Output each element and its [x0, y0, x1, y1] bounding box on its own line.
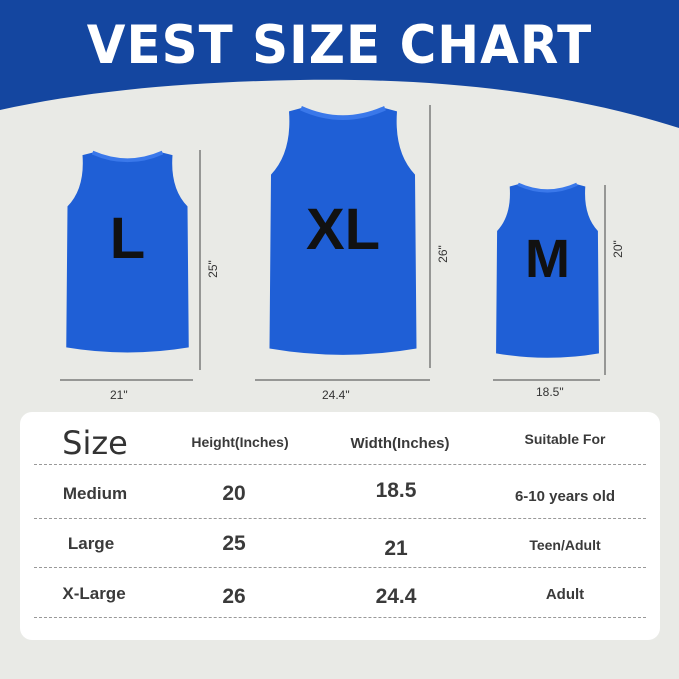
- row-large-size: Large: [67, 534, 115, 553]
- header-width: Width(Inches): [350, 435, 450, 452]
- row-xlarge-width: 24.4: [375, 585, 417, 608]
- header-size: Size: [62, 424, 128, 462]
- vest-xlarge-letter: XL: [305, 197, 381, 262]
- header-banner: [0, 0, 679, 128]
- row-xlarge-height: 26: [222, 585, 246, 608]
- header-suitable: Suitable For: [524, 431, 606, 447]
- row-medium-height: 20: [222, 482, 246, 505]
- large-height-label: 25": [206, 260, 220, 278]
- dimension-lines: [60, 105, 606, 381]
- header-height: Height(Inches): [191, 434, 289, 450]
- medium-height-label: 20": [611, 240, 625, 258]
- row-large-suitable: Teen/Adult: [529, 537, 601, 553]
- row-large-width: 21: [384, 537, 408, 560]
- row-xlarge-size: X-Large: [62, 584, 126, 603]
- vest-medium-letter: M: [525, 229, 570, 289]
- large-width-label: 21": [110, 388, 128, 402]
- row-medium-width: 18.5: [375, 479, 417, 502]
- row-large-height: 25: [222, 532, 246, 555]
- row-medium-size: Medium: [62, 484, 128, 503]
- xlarge-height-label: 26": [436, 245, 450, 263]
- size-table: Size Height(Inches) Width(Inches) Suitab…: [20, 412, 660, 640]
- row-xlarge-suitable: Adult: [545, 586, 585, 603]
- xlarge-width-label: 24.4": [322, 388, 350, 402]
- row-medium-suitable: 6-10 years old: [514, 488, 616, 505]
- medium-width-label: 18.5": [536, 385, 564, 399]
- page-title: VEST SIZE CHART: [86, 14, 593, 76]
- vest-large-letter: L: [109, 206, 146, 271]
